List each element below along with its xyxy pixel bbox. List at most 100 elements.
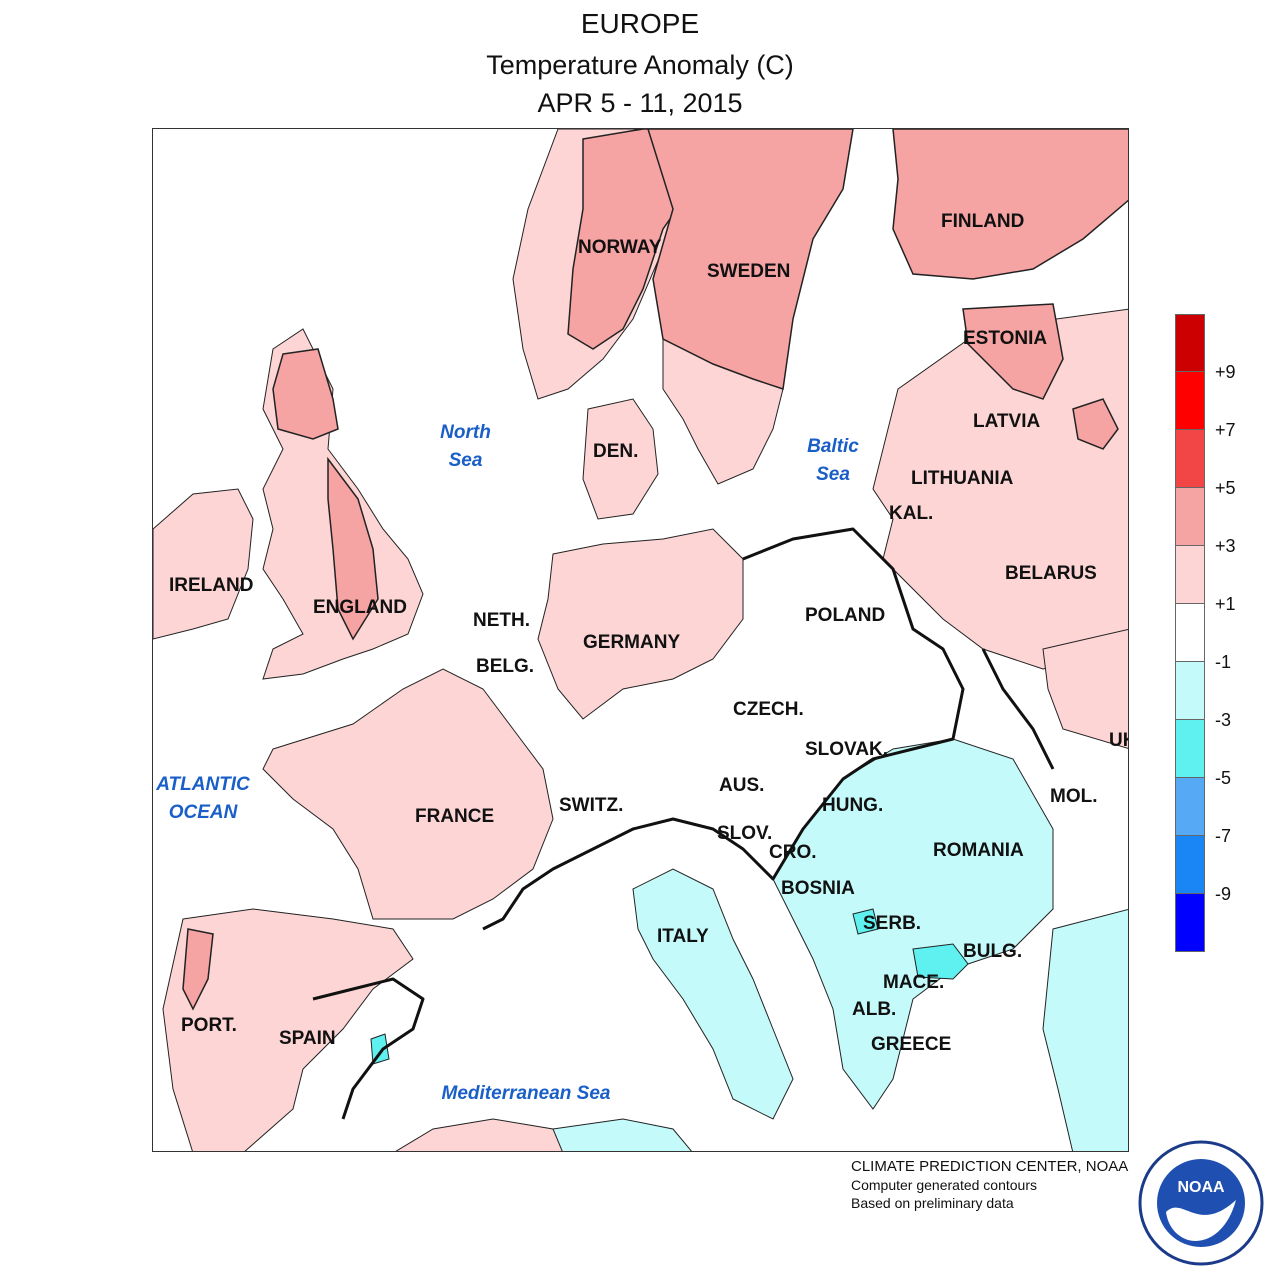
label-france: FRANCE xyxy=(415,806,495,827)
label-slovenia: SLOV. xyxy=(717,823,773,844)
legend-swatch xyxy=(1175,604,1205,662)
zero-contour-spain xyxy=(312,977,425,1120)
label-finland: FINLAND xyxy=(941,211,1025,232)
legend-swatch xyxy=(1175,488,1205,546)
estonia-warm xyxy=(962,303,1064,400)
label-croatia: CRO. xyxy=(769,842,817,863)
bulgaria-cold-core xyxy=(912,943,969,980)
legend-tick-label: +7 xyxy=(1215,420,1236,440)
latvia-blob-warm xyxy=(1072,398,1119,450)
label-ireland: IRELAND xyxy=(169,575,254,596)
label-north-sea-line1: North xyxy=(440,422,491,443)
africa-north-warm xyxy=(395,1118,572,1151)
africa-cool xyxy=(552,1118,692,1151)
label-czech: CZECH. xyxy=(733,699,804,720)
map-frame: FINLAND NORWAY SWEDEN ESTONIA LATVIA DEN… xyxy=(152,128,1129,1152)
legend-tick-label: -5 xyxy=(1215,768,1232,788)
label-austria: AUS. xyxy=(719,775,765,796)
label-ukraine: UK xyxy=(1109,730,1128,751)
label-latvia: LATVIA xyxy=(973,411,1041,432)
label-baltic-sea: Baltic Sea xyxy=(793,433,873,489)
label-bosnia: BOSNIA xyxy=(781,878,855,899)
label-moldova: MOL. xyxy=(1050,786,1098,807)
label-portugal: PORT. xyxy=(181,1015,237,1036)
label-netherlands: NETH. xyxy=(473,610,530,631)
legend-swatch xyxy=(1175,430,1205,488)
legend-tick-label: +3 xyxy=(1215,536,1236,556)
map-title-period: APR 5 - 11, 2015 xyxy=(537,88,743,118)
label-norway: NORWAY xyxy=(578,237,662,258)
label-bulgaria: BULG. xyxy=(963,941,1023,962)
italy-cool xyxy=(632,868,794,1120)
iberia-land xyxy=(162,908,414,1151)
credit-method: Computer generated contours xyxy=(851,1177,1037,1193)
portugal-warm xyxy=(182,928,214,1011)
map-canvas xyxy=(153,129,1128,1151)
label-romania: ROMANIA xyxy=(933,840,1024,861)
label-slovakia: SLOVAK. xyxy=(805,739,889,760)
credit-source: CLIMATE PREDICTION CENTER, NOAA xyxy=(851,1158,1129,1175)
finland-warm xyxy=(892,129,1128,280)
map-title-variable: Temperature Anomaly (C) xyxy=(486,50,794,80)
noaa-logo-bird xyxy=(1166,1200,1236,1241)
ukraine-land xyxy=(1042,628,1128,749)
label-italy: ITALY xyxy=(657,926,709,947)
label-germany: GERMANY xyxy=(583,632,681,653)
turkey-cool xyxy=(1042,909,1128,1151)
label-albania: ALB. xyxy=(852,999,897,1020)
legend-swatch xyxy=(1175,662,1205,720)
label-denmark: DEN. xyxy=(593,441,639,462)
zero-contour-central xyxy=(482,527,965,931)
label-greece: GREECE xyxy=(871,1034,952,1055)
balkans-cool xyxy=(772,738,1054,1110)
legend-tick-label: +9 xyxy=(1215,362,1236,382)
legend-swatch xyxy=(1175,314,1205,372)
ireland-land xyxy=(153,488,254,640)
england-warm xyxy=(327,456,379,641)
france-land xyxy=(262,668,554,920)
serbia-cold-core xyxy=(852,908,879,935)
label-belgium: BELG. xyxy=(476,656,535,677)
legend-swatch xyxy=(1175,778,1205,836)
legend-tick-label: +1 xyxy=(1215,594,1236,614)
label-baltic-sea-line1: Baltic xyxy=(807,436,859,457)
credit-note: Based on preliminary data xyxy=(851,1195,1014,1211)
label-estonia: ESTONIA xyxy=(963,328,1048,349)
legend-swatch xyxy=(1175,720,1205,778)
zero-contour-east xyxy=(981,648,1055,770)
legend-swatch xyxy=(1175,372,1205,430)
label-england: ENGLAND xyxy=(313,597,407,618)
legend-swatch xyxy=(1175,546,1205,604)
label-kaliningrad: KAL. xyxy=(889,503,934,524)
legend-tick-label: -7 xyxy=(1215,826,1232,846)
label-lithuania: LITHUANIA xyxy=(911,468,1014,489)
legend-tick-label: -1 xyxy=(1215,652,1232,672)
label-macedonia: MACE. xyxy=(883,972,945,993)
color-legend xyxy=(1175,314,1205,952)
label-atlantic-line1: ATLANTIC xyxy=(156,774,250,795)
label-north-sea: North Sea xyxy=(423,419,508,475)
legend-swatch xyxy=(1175,836,1205,894)
legend-swatch xyxy=(1175,894,1205,952)
label-sweden: SWEDEN xyxy=(707,261,791,282)
label-belarus: BELARUS xyxy=(1005,563,1097,584)
label-switzerland: SWITZ. xyxy=(559,795,624,816)
noaa-logo: NOAA xyxy=(1138,1140,1264,1266)
germany-land xyxy=(537,528,744,720)
noaa-logo-text: NOAA xyxy=(1177,1179,1225,1196)
label-atlantic-ocean: ATLANTIC OCEAN xyxy=(153,771,253,827)
scotland-warm xyxy=(272,348,339,440)
legend-tick-label: -9 xyxy=(1215,884,1232,904)
label-serbia: SERB. xyxy=(863,913,922,934)
label-poland: POLAND xyxy=(805,605,886,626)
denmark-land xyxy=(582,398,659,520)
map-title-region: EUROPE xyxy=(580,8,700,39)
legend-tick-label: -3 xyxy=(1215,710,1232,730)
label-north-sea-line2: Sea xyxy=(448,450,483,471)
label-spain: SPAIN xyxy=(279,1028,336,1049)
legend-tick-label: +5 xyxy=(1215,478,1236,498)
label-baltic-sea-line2: Sea xyxy=(816,464,850,485)
label-hungary: HUNG. xyxy=(822,795,884,816)
label-atlantic-line2: OCEAN xyxy=(168,802,238,823)
label-mediterranean-sea: Mediterranean Sea xyxy=(441,1083,611,1104)
